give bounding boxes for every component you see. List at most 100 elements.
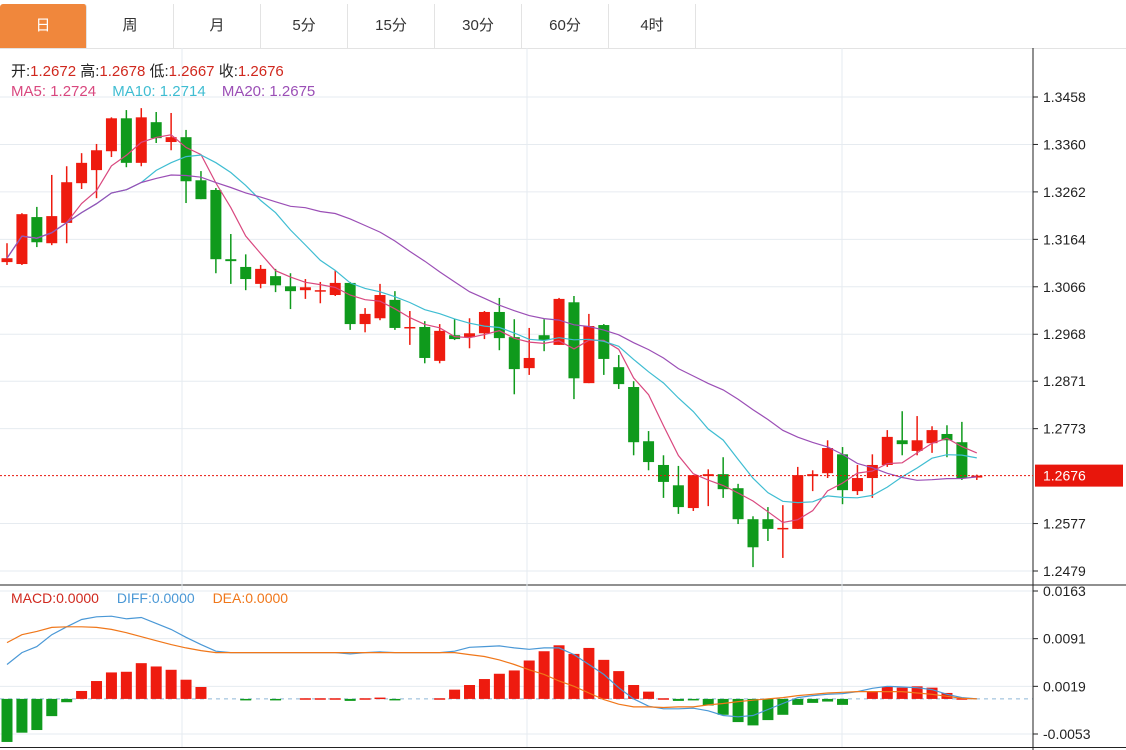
macd-bar — [270, 698, 282, 701]
macd-bar — [896, 687, 908, 699]
candle-body — [687, 475, 699, 509]
macd-bar — [866, 691, 878, 699]
candle — [508, 319, 520, 395]
candle — [702, 469, 714, 507]
ma10-line — [6, 154, 977, 504]
candle — [76, 153, 88, 189]
candle — [135, 108, 147, 167]
candle-body — [165, 137, 177, 143]
candle — [31, 206, 43, 248]
macd-bar — [628, 685, 640, 699]
dea-value: 0.0000 — [245, 590, 289, 606]
candle-body — [628, 387, 640, 443]
candle — [329, 270, 341, 296]
candle — [180, 129, 192, 204]
candle-body — [1, 258, 13, 263]
candle — [717, 457, 729, 498]
ma5-label: MA5: — [11, 83, 47, 100]
candle-body — [837, 454, 849, 491]
candle-body — [583, 326, 595, 384]
macd-bar — [493, 673, 505, 699]
price-tick-label: 1.2968 — [1043, 326, 1086, 342]
candle — [762, 507, 774, 541]
candle — [643, 431, 655, 471]
macd-bar — [777, 698, 789, 715]
candle — [16, 213, 28, 266]
tab-60min[interactable]: 60分 — [522, 4, 609, 48]
last-price-label: 1.2676 — [1043, 468, 1086, 484]
macd-bar — [195, 686, 207, 699]
macd-bar — [956, 698, 968, 700]
candle-body — [523, 357, 535, 369]
open-label: 开: — [11, 63, 31, 80]
candle — [255, 265, 267, 289]
candle-body — [31, 217, 43, 243]
candle-body — [374, 295, 386, 319]
candle-body — [672, 485, 684, 508]
macd-bar — [837, 698, 849, 705]
tab-week[interactable]: 周 — [87, 4, 174, 48]
macd-bar — [76, 690, 88, 699]
macd-bar — [613, 671, 625, 699]
macd-tick-label: 0.0091 — [1043, 631, 1086, 647]
tab-day[interactable]: 日 — [0, 4, 87, 48]
candle — [732, 483, 744, 525]
candle-body — [553, 298, 565, 345]
candle — [896, 411, 908, 456]
last-price-tag — [1035, 464, 1123, 487]
macd-bar — [807, 698, 819, 703]
candle — [240, 254, 252, 291]
macd-bar — [61, 698, 73, 703]
candle-body — [657, 464, 669, 482]
candle-body — [508, 337, 520, 370]
price-tick-label: 1.2773 — [1043, 421, 1086, 437]
tab-month[interactable]: 月 — [174, 4, 261, 48]
candle-body — [464, 333, 476, 338]
candle-body — [732, 488, 744, 520]
macd-bar — [389, 698, 401, 701]
open-value: 1.2672 — [30, 63, 77, 80]
tab-5min[interactable]: 5分 — [261, 4, 348, 48]
candle — [672, 465, 684, 514]
dea-label: DEA: — [212, 590, 246, 606]
candle — [553, 297, 565, 345]
macd-bar — [46, 698, 58, 717]
candle-body — [643, 441, 655, 463]
macd-bar — [732, 698, 744, 723]
candle-body — [419, 326, 431, 358]
macd-bar — [643, 691, 655, 699]
candle-body — [389, 299, 401, 328]
macd-bar — [583, 647, 595, 699]
tab-30min[interactable]: 30分 — [435, 4, 522, 48]
price-axis: 1.3458 1.3360 1.3262 1.3164 1.3066 1.2968 1.28… — [0, 48, 1126, 750]
low-value: 1.2667 — [168, 63, 215, 80]
candle-body — [404, 326, 416, 329]
candle-body — [747, 519, 759, 548]
ma10-label: MA10: — [112, 83, 156, 100]
macd-bar — [434, 698, 446, 700]
candle — [538, 319, 550, 352]
candle — [195, 171, 207, 200]
tab-15min[interactable]: 15分 — [348, 4, 435, 48]
macd-bar — [568, 653, 580, 699]
candle-body — [76, 162, 88, 184]
candle — [165, 112, 177, 151]
candle-body — [225, 259, 237, 262]
macd-bar — [926, 687, 938, 699]
macd-bar — [598, 659, 610, 699]
candle — [941, 425, 953, 458]
candle — [374, 283, 386, 321]
candle-body — [61, 182, 73, 223]
macd-bar — [299, 698, 311, 700]
candle — [105, 117, 117, 158]
grid — [0, 48, 1126, 748]
macd-bar — [538, 651, 550, 699]
high-value: 1.2678 — [99, 63, 146, 80]
tab-4hour[interactable]: 4时 — [609, 4, 696, 48]
candle-body — [46, 216, 58, 244]
macd-label: MACD: — [11, 590, 57, 606]
candle-body — [314, 290, 326, 292]
macd-bar — [717, 698, 729, 715]
macd-bar — [240, 698, 252, 701]
